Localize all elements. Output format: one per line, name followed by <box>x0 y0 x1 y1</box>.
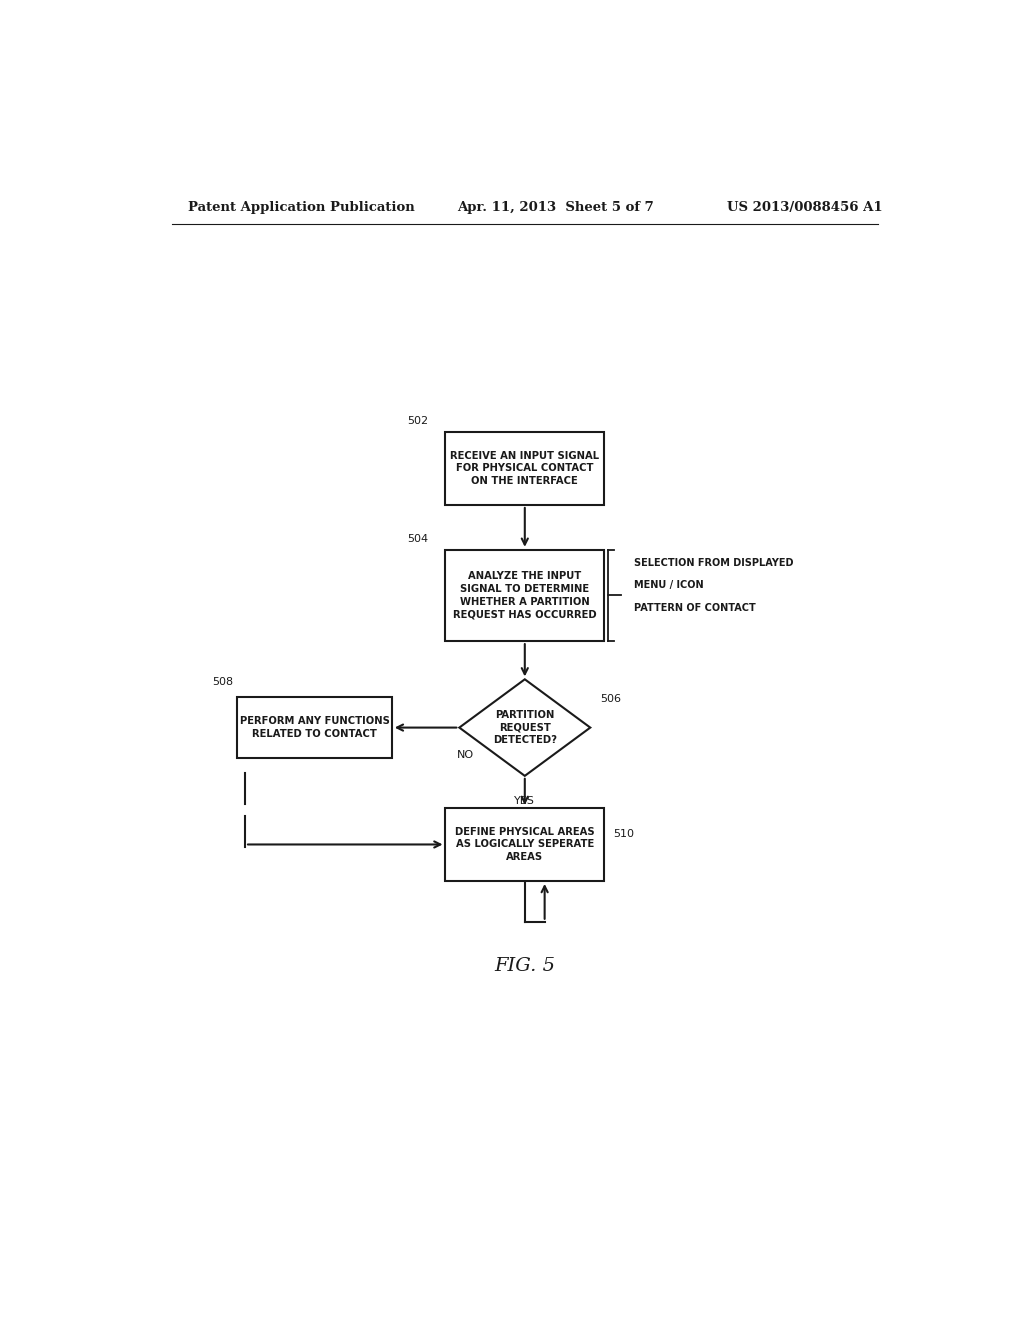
Bar <box>445 808 604 880</box>
Text: 508: 508 <box>212 677 233 686</box>
Text: 502: 502 <box>407 416 428 426</box>
Text: 510: 510 <box>613 829 635 840</box>
Text: RECEIVE AN INPUT SIGNAL
FOR PHYSICAL CONTACT
ON THE INTERFACE: RECEIVE AN INPUT SIGNAL FOR PHYSICAL CON… <box>451 450 599 486</box>
Text: US 2013/0088456 A1: US 2013/0088456 A1 <box>727 201 883 214</box>
Text: PATTERN OF CONTACT: PATTERN OF CONTACT <box>634 602 756 612</box>
Polygon shape <box>460 680 590 776</box>
Text: MENU / ICON: MENU / ICON <box>634 581 703 590</box>
Text: ANALYZE THE INPUT
SIGNAL TO DETERMINE
WHETHER A PARTITION
REQUEST HAS OCCURRED: ANALYZE THE INPUT SIGNAL TO DETERMINE WH… <box>453 572 597 619</box>
Text: PERFORM ANY FUNCTIONS
RELATED TO CONTACT: PERFORM ANY FUNCTIONS RELATED TO CONTACT <box>240 717 389 739</box>
Bar <box>238 697 392 758</box>
Text: 506: 506 <box>600 694 621 704</box>
Text: DEFINE PHYSICAL AREAS
AS LOGICALLY SEPERATE
AREAS: DEFINE PHYSICAL AREAS AS LOGICALLY SEPER… <box>455 826 595 862</box>
Text: PARTITION
REQUEST
DETECTED?: PARTITION REQUEST DETECTED? <box>493 710 557 746</box>
Text: 504: 504 <box>407 533 428 544</box>
Text: NO: NO <box>457 750 474 760</box>
Text: YES: YES <box>514 796 536 807</box>
Text: Patent Application Publication: Patent Application Publication <box>187 201 415 214</box>
Text: FIG. 5: FIG. 5 <box>495 957 555 975</box>
Text: SELECTION FROM DISPLAYED: SELECTION FROM DISPLAYED <box>634 558 794 568</box>
Bar <box>445 549 604 642</box>
Bar <box>445 432 604 506</box>
Text: Apr. 11, 2013  Sheet 5 of 7: Apr. 11, 2013 Sheet 5 of 7 <box>458 201 654 214</box>
